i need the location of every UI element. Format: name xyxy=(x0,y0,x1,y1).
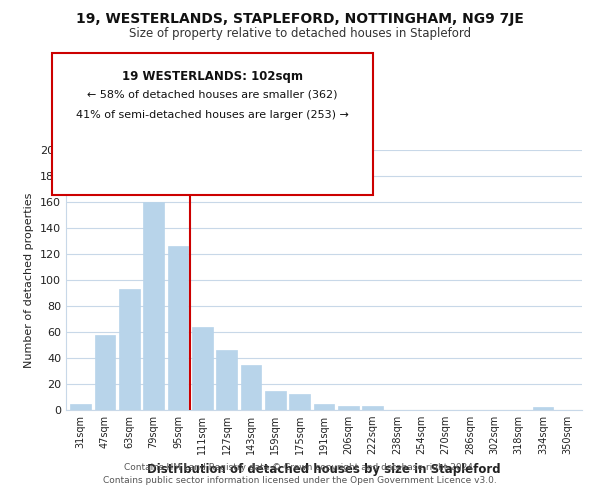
Text: 19 WESTERLANDS: 102sqm: 19 WESTERLANDS: 102sqm xyxy=(122,70,303,83)
Bar xyxy=(289,394,310,410)
Text: Contains HM Land Registry data © Crown copyright and database right 2024.: Contains HM Land Registry data © Crown c… xyxy=(124,464,476,472)
Y-axis label: Number of detached properties: Number of detached properties xyxy=(25,192,34,368)
Bar xyxy=(314,404,334,410)
Text: Contains public sector information licensed under the Open Government Licence v3: Contains public sector information licen… xyxy=(103,476,497,485)
Text: ← 58% of detached houses are smaller (362): ← 58% of detached houses are smaller (36… xyxy=(88,90,338,100)
Bar xyxy=(95,334,115,410)
Bar xyxy=(338,406,359,410)
Bar xyxy=(533,408,553,410)
Text: 41% of semi-detached houses are larger (253) →: 41% of semi-detached houses are larger (… xyxy=(76,110,349,120)
Bar xyxy=(119,289,140,410)
Bar xyxy=(362,406,383,410)
Bar xyxy=(192,327,212,410)
Bar xyxy=(167,246,188,410)
Bar xyxy=(241,364,262,410)
Text: Size of property relative to detached houses in Stapleford: Size of property relative to detached ho… xyxy=(129,28,471,40)
Bar xyxy=(265,390,286,410)
Bar xyxy=(143,202,164,410)
Text: 19, WESTERLANDS, STAPLEFORD, NOTTINGHAM, NG9 7JE: 19, WESTERLANDS, STAPLEFORD, NOTTINGHAM,… xyxy=(76,12,524,26)
Bar xyxy=(216,350,237,410)
X-axis label: Distribution of detached houses by size in Stapleford: Distribution of detached houses by size … xyxy=(147,462,501,475)
Bar xyxy=(70,404,91,410)
